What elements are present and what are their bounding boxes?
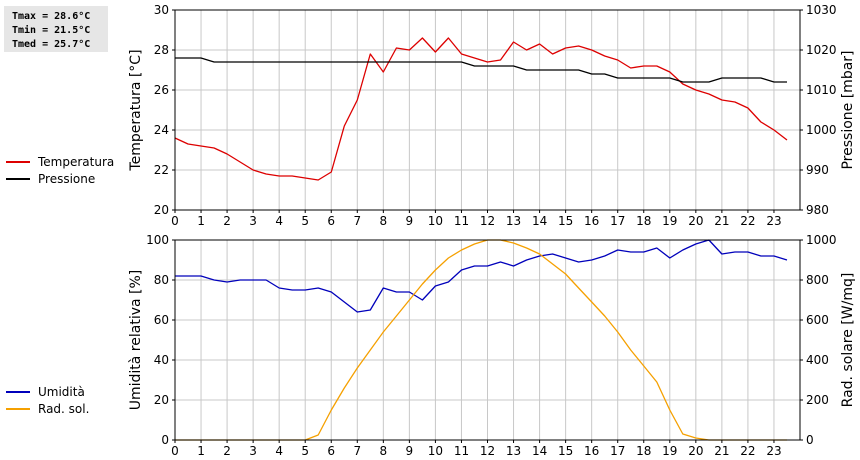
y-left-tick-label: 60 [154,313,169,327]
x-tick-label: 5 [301,214,309,228]
y-left-tick-label: 40 [154,353,169,367]
x-tick-label: 10 [428,444,443,458]
x-tick-label: 18 [636,444,651,458]
x-tick-label: 12 [480,214,495,228]
x-tick-label: 20 [688,444,703,458]
y-left-tick-label: 20 [154,393,169,407]
x-tick-label: 11 [454,214,469,228]
x-tick-label: 5 [301,444,309,458]
y-right-tick-label: 1030 [806,3,837,17]
x-tick-label: 6 [327,214,335,228]
x-tick-label: 17 [610,444,625,458]
x-tick-label: 21 [714,214,729,228]
x-tick-label: 16 [584,444,599,458]
series-line-temperatura [174,37,788,181]
x-tick-label: 0 [171,214,179,228]
x-tick-label: 2 [223,444,231,458]
y-left-tick-label: 24 [154,123,169,137]
y-left-tick-label: 0 [161,433,169,447]
y-right-tick-label: 1000 [806,233,837,247]
y-left-tick-label: 80 [154,273,169,287]
series-line-umidit [175,239,788,313]
y-right-tick-label: 600 [806,313,829,327]
x-tick-label: 0 [171,444,179,458]
x-tick-label: 8 [380,214,388,228]
y-right-tick-label: 0 [806,433,814,447]
x-tick-label: 11 [454,444,469,458]
x-tick-label: 19 [662,444,677,458]
stats-box: Tmax = 28.6°C Tmin = 21.5°C Tmed = 25.7°… [4,6,108,52]
y-left-tick-label: 20 [154,203,169,217]
x-tick-label: 4 [275,214,283,228]
temperature-pressure-right-axis-label: Pressione [mbar] [840,50,856,169]
x-tick-label: 14 [532,214,547,228]
y-left-tick-label: 28 [154,43,169,57]
legend-swatch-temperature [6,161,30,163]
x-tick-label: 7 [353,444,361,458]
x-tick-label: 8 [380,444,388,458]
humidity-radiation-right-axis-label: Rad. solare [W/mq] [840,273,856,408]
y-left-tick-label: 22 [154,163,169,177]
x-tick-label: 9 [406,214,414,228]
y-right-tick-label: 1020 [806,43,837,57]
x-tick-label: 10 [428,214,443,228]
series-line-pressione [175,57,787,83]
x-tick-label: 9 [406,444,414,458]
y-left-tick-label: 26 [154,83,169,97]
x-tick-label: 2 [223,214,231,228]
y-left-tick-label: 100 [146,233,169,247]
y-right-tick-label: 800 [806,273,829,287]
tmax-text: Tmax = 28.6°C [12,11,91,22]
temperature-pressure-left-axis-label: Temperatura [°C] [128,49,144,171]
x-tick-label: 23 [766,214,781,228]
legend-label-humidity: Umidità [38,385,85,399]
x-tick-label: 16 [584,214,599,228]
x-tick-label: 12 [480,444,495,458]
y-right-tick-label: 400 [806,353,829,367]
x-tick-label: 14 [532,444,547,458]
x-tick-label: 4 [275,444,283,458]
legend-swatch-pressure [6,178,30,180]
x-tick-label: 17 [610,214,625,228]
x-tick-label: 3 [249,444,257,458]
tmed-text: Tmed = 25.7°C [12,39,91,50]
x-tick-label: 18 [636,214,651,228]
legend-label-temperature: Temperatura [38,155,115,169]
legend-label-radiation: Rad. sol. [38,402,90,416]
x-tick-label: 22 [740,444,755,458]
x-tick-label: 1 [197,214,205,228]
y-left-tick-label: 30 [154,3,169,17]
x-tick-label: 15 [558,444,573,458]
y-right-tick-label: 200 [806,393,829,407]
y-right-tick-label: 980 [806,203,829,217]
x-tick-label: 7 [353,214,361,228]
x-tick-label: 6 [327,444,335,458]
x-tick-label: 13 [506,444,521,458]
x-tick-label: 22 [740,214,755,228]
humidity-radiation-left-axis-label: Umidità relativa [%] [128,270,144,411]
humidity-radiation-chart: 0 1 2 3 4 5 6 7 8 9 10 11 12 13 14 15 16 17 18 19 20 21 22 2302… [128,233,856,458]
legend-label-pressure: Pressione [38,172,96,186]
x-tick-label: 23 [766,444,781,458]
legend-swatch-humidity [6,391,30,393]
x-tick-label: 20 [688,214,703,228]
temperature-pressure-chart: 0 1 2 3 4 5 6 7 8 9 10 11 12 13 14 15 16 17 18 19 20 21 22 2320… [128,3,856,228]
x-tick-label: 13 [506,214,521,228]
x-tick-label: 21 [714,444,729,458]
y-right-tick-label: 1000 [806,123,837,137]
x-tick-label: 15 [558,214,573,228]
x-tick-label: 19 [662,214,677,228]
legend-swatch-radiation [6,408,30,410]
x-tick-label: 1 [197,444,205,458]
y-right-tick-label: 990 [806,163,829,177]
tmin-text: Tmin = 21.5°C [12,25,91,36]
y-right-tick-label: 1010 [806,83,837,97]
x-tick-label: 3 [249,214,257,228]
